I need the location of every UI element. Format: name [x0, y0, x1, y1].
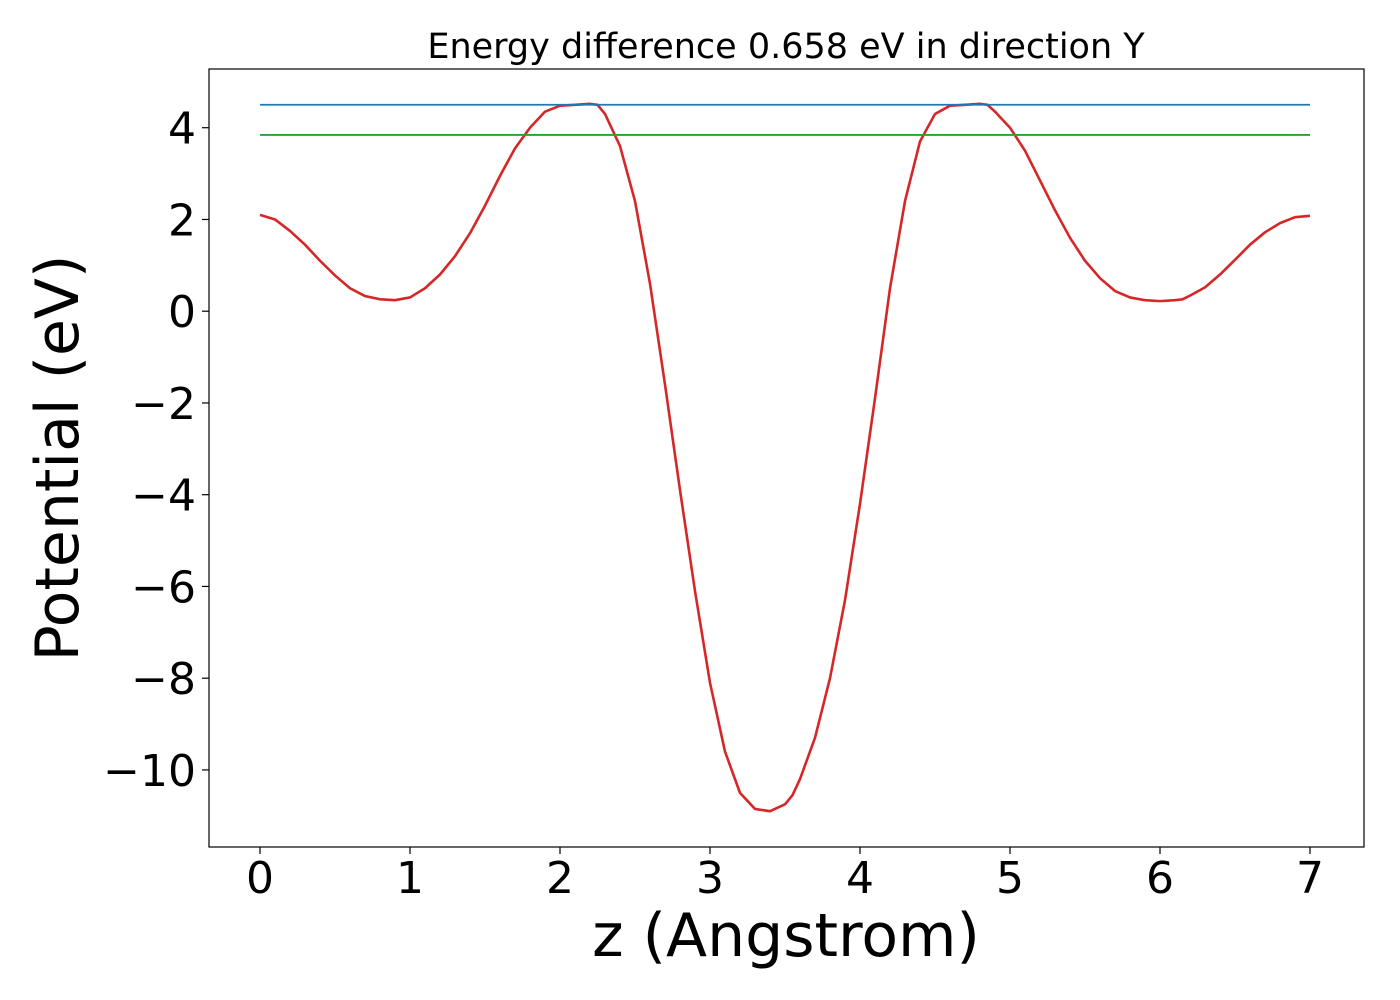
x-tick-label: 5 — [996, 853, 1024, 904]
x-tick-label: 1 — [396, 853, 424, 904]
y-tick-label: 4 — [168, 104, 196, 155]
x-tick-label: 4 — [846, 853, 874, 904]
potential-curve-line — [259, 102, 1311, 813]
plot-area — [259, 102, 1311, 813]
y-tick-label: 0 — [168, 287, 196, 338]
y-tick-label: −8 — [131, 654, 196, 705]
x-tick-label: 6 — [1146, 853, 1174, 904]
y-axis: −10 −8 −6 −4 −2 0 2 4 — [103, 104, 209, 797]
x-tick-label: 2 — [546, 853, 574, 904]
y-tick-label: −4 — [131, 471, 196, 522]
x-tick-label: 0 — [246, 853, 274, 904]
x-tick-label: 3 — [696, 853, 724, 904]
plot-frame — [208, 68, 1365, 848]
y-tick-label: −10 — [103, 746, 196, 797]
y-tick-label: 2 — [168, 195, 196, 246]
x-axis-title: z (Angstrom) — [592, 901, 980, 971]
y-tick-label: −2 — [131, 379, 196, 430]
y-axis-title: Potential (eV) — [23, 255, 93, 662]
y-tick-label: −6 — [131, 562, 196, 613]
x-axis: 0 1 2 3 4 5 6 7 — [246, 847, 1324, 904]
chart-title: Energy difference 0.658 eV in direction … — [427, 27, 1145, 67]
x-tick-label: 7 — [1296, 853, 1324, 904]
